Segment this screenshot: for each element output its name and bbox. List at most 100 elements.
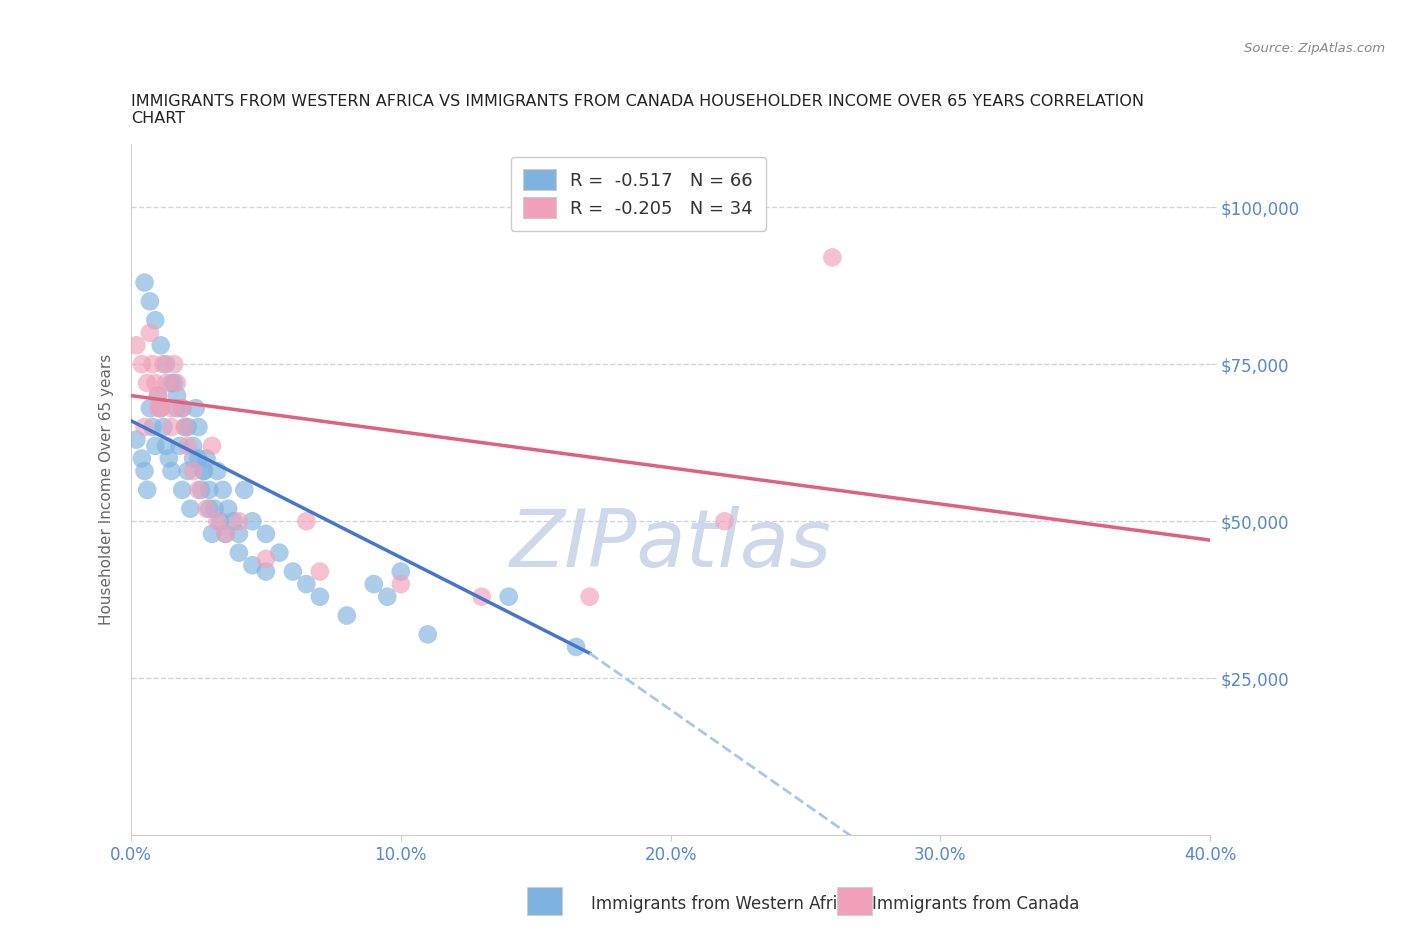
Point: [163, 376, 186, 391]
Point: [375, 590, 398, 604]
Point: [228, 526, 250, 541]
Point: [471, 590, 494, 604]
Point: [195, 501, 218, 516]
Point: [157, 451, 180, 466]
Point: [125, 338, 148, 352]
Point: [139, 294, 162, 309]
Point: [389, 577, 412, 591]
Point: [281, 565, 304, 579]
Point: [195, 451, 218, 466]
Point: [254, 565, 277, 579]
Point: [149, 401, 172, 416]
Point: [134, 419, 156, 434]
Point: [142, 357, 165, 372]
Text: Immigrants from Western Africa: Immigrants from Western Africa: [591, 896, 856, 913]
Point: [565, 640, 588, 655]
Point: [155, 376, 177, 391]
Point: [187, 483, 209, 498]
Point: [131, 357, 153, 372]
Point: [578, 590, 600, 604]
Point: [174, 419, 197, 434]
Point: [172, 401, 194, 416]
Point: [146, 388, 169, 403]
Point: [198, 483, 221, 498]
Point: [149, 338, 172, 352]
Point: [179, 501, 201, 516]
Point: [389, 565, 412, 579]
Point: [146, 401, 169, 416]
Text: IMMIGRANTS FROM WESTERN AFRICA VS IMMIGRANTS FROM CANADA HOUSEHOLDER INCOME OVER: IMMIGRANTS FROM WESTERN AFRICA VS IMMIGR…: [131, 94, 1144, 126]
Point: [214, 526, 236, 541]
Point: [149, 401, 172, 416]
Point: [214, 526, 236, 541]
Point: [233, 483, 256, 498]
Point: [242, 514, 264, 529]
Point: [176, 419, 198, 434]
Point: [363, 577, 385, 591]
Point: [172, 401, 194, 416]
Point: [187, 419, 209, 434]
Point: [136, 483, 159, 498]
Point: [295, 514, 318, 529]
Point: [416, 627, 439, 642]
Legend: R =  -0.517   N = 66, R =  -0.205   N = 34: R = -0.517 N = 66, R = -0.205 N = 34: [510, 157, 766, 231]
Point: [269, 545, 291, 560]
Y-axis label: Householder Income Over 65 years: Householder Income Over 65 years: [100, 354, 114, 626]
Point: [295, 577, 318, 591]
Point: [160, 401, 183, 416]
Point: [207, 463, 229, 478]
Point: [143, 376, 166, 391]
Point: [136, 376, 159, 391]
Point: [181, 438, 204, 453]
Point: [217, 501, 239, 516]
Point: [142, 419, 165, 434]
Point: [209, 514, 232, 529]
Point: [166, 401, 188, 416]
Text: ZIPatlas: ZIPatlas: [509, 506, 831, 584]
Point: [152, 357, 174, 372]
Point: [155, 357, 177, 372]
Point: [228, 545, 250, 560]
Point: [193, 463, 215, 478]
Point: [176, 438, 198, 453]
Point: [172, 483, 194, 498]
Point: [152, 419, 174, 434]
Point: [308, 565, 330, 579]
Point: [207, 514, 229, 529]
Point: [134, 275, 156, 290]
Point: [198, 501, 221, 516]
Point: [222, 514, 245, 529]
Point: [181, 451, 204, 466]
Point: [166, 388, 188, 403]
Point: [139, 401, 162, 416]
Point: [308, 590, 330, 604]
Point: [125, 432, 148, 447]
Point: [146, 388, 169, 403]
Point: [242, 558, 264, 573]
Point: [498, 590, 520, 604]
Point: [204, 501, 226, 516]
Point: [187, 451, 209, 466]
Point: [184, 401, 207, 416]
Text: Source: ZipAtlas.com: Source: ZipAtlas.com: [1244, 42, 1385, 55]
Point: [211, 483, 233, 498]
Point: [160, 419, 183, 434]
Point: [201, 526, 224, 541]
Point: [254, 526, 277, 541]
Point: [228, 514, 250, 529]
Point: [176, 463, 198, 478]
Point: [169, 438, 191, 453]
Point: [160, 376, 183, 391]
Point: [254, 551, 277, 566]
Point: [201, 438, 224, 453]
Point: [155, 438, 177, 453]
Point: [821, 250, 844, 265]
Point: [131, 451, 153, 466]
Point: [336, 608, 359, 623]
Point: [143, 438, 166, 453]
Point: [160, 463, 183, 478]
Point: [166, 376, 188, 391]
Point: [143, 312, 166, 327]
Text: Immigrants from Canada: Immigrants from Canada: [872, 896, 1078, 913]
Point: [190, 483, 212, 498]
